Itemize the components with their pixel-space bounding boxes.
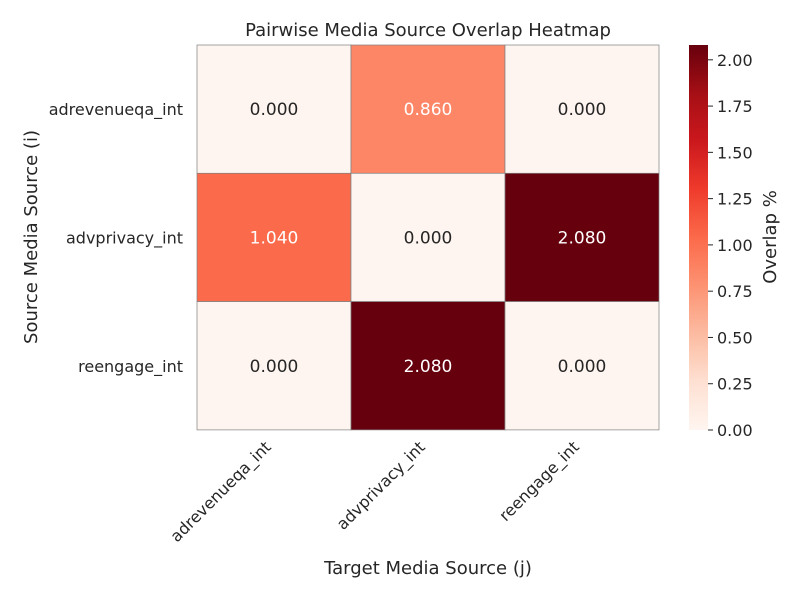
colorbar-tick-label: 1.00 — [717, 236, 753, 255]
colorbar-tick-label: 0.00 — [717, 421, 753, 440]
y-tick-label: advprivacy_int — [66, 228, 183, 248]
x-tick-label: adrevenueqa_int — [166, 437, 275, 546]
heatmap-cell — [504, 44, 660, 174]
colorbar-tick-label: 1.25 — [717, 190, 753, 209]
heatmap-cell — [196, 44, 352, 174]
colorbar-tick-label: 1.75 — [717, 97, 753, 116]
heatmap-cell — [196, 172, 352, 302]
cell-value-label: 0.000 — [558, 357, 607, 377]
heatmap-cell — [196, 301, 352, 431]
heatmap-cell — [350, 44, 506, 174]
heatmap-cell — [504, 172, 660, 302]
cell-value-label: 2.080 — [558, 228, 607, 248]
cell-value-label: 2.080 — [404, 357, 453, 377]
cell-value-label: 0.860 — [404, 100, 453, 120]
cell-value-label: 1.040 — [250, 228, 299, 248]
x-axis-label: Target Media Source (j) — [323, 558, 532, 579]
colorbar — [689, 45, 708, 430]
heatmap-cell — [504, 301, 660, 431]
colorbar-tick-label: 1.50 — [717, 143, 753, 162]
x-tick-label: advprivacy_int — [333, 437, 430, 534]
y-axis-tick-labels: adrevenueqa_int advprivacy_int reengage_in… — [49, 100, 183, 377]
colorbar-tick-label: 0.50 — [717, 328, 753, 347]
heatmap-cell — [350, 172, 506, 302]
colorbar-tick-label: 2.00 — [717, 51, 753, 70]
cell-value-label: 0.000 — [404, 228, 453, 248]
x-axis-tick-labels: adrevenueqa_int advprivacy_int reengage_in… — [166, 437, 583, 546]
heatmap-cells — [196, 44, 660, 431]
chart-title: Pairwise Media Source Overlap Heatmap — [245, 20, 611, 41]
cell-value-label: 0.000 — [250, 100, 299, 120]
x-tick-label: reengage_int — [495, 437, 583, 525]
heatmap-cell — [350, 301, 506, 431]
colorbar-tick-label: 0.75 — [717, 282, 753, 301]
y-tick-label: reengage_int — [78, 357, 183, 377]
y-tick-label: adrevenueqa_int — [49, 100, 183, 120]
cell-value-label: 0.000 — [250, 357, 299, 377]
colorbar-ticks: 0.00 0.25 0.50 0.75 1.00 1.25 1.50 1.75 2.00 — [708, 51, 753, 440]
colorbar-label: Overlap % — [760, 190, 781, 284]
cell-value-label: 0.000 — [558, 100, 607, 120]
colorbar-tick-label: 0.25 — [717, 375, 753, 394]
heatmap-cell-labels: 0.000 0.860 0.000 1.040 0.000 2.080 0.000 2.080… — [250, 100, 607, 377]
y-axis-label: Source Media Source (i) — [21, 130, 42, 344]
